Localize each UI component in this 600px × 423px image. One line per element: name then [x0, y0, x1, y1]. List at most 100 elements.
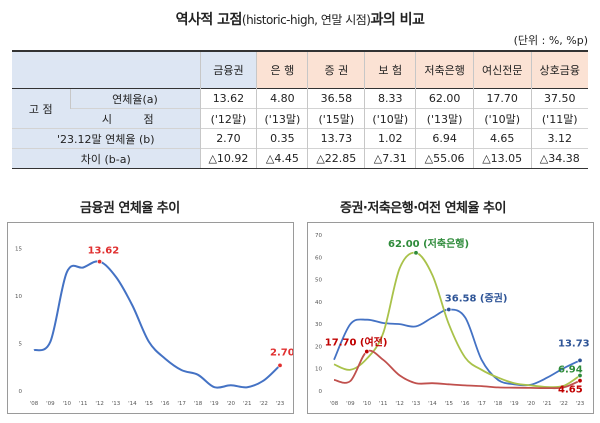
table-cell: 8.33 [364, 88, 416, 109]
x-tick-label: '12 [395, 401, 404, 407]
table-cell: ('15말) [307, 108, 365, 129]
table-cell: ('12말) [199, 108, 257, 129]
table-row: 고 점 연체율(a) 13.62 4.80 36.58 8.33 62.00 1… [12, 88, 588, 129]
data-label: 4.65 [558, 385, 583, 396]
data-point [577, 357, 583, 363]
data-point [277, 362, 283, 368]
title-sub: (historic-high, 연말 시점) [241, 13, 371, 27]
x-tick-label: '20 [527, 401, 536, 407]
row-label: 차이 (b-a) [12, 148, 200, 169]
data-point [446, 306, 452, 312]
x-tick-label: '18 [494, 401, 503, 407]
x-tick-label: '16 [461, 401, 470, 407]
data-label: 62.00 (저축은행) [388, 237, 469, 250]
x-tick-label: '22 [259, 401, 268, 407]
table-cell: 62.00 [415, 88, 474, 109]
x-tick-label: '14 [428, 401, 437, 407]
table-cell: 4.65 [472, 128, 531, 149]
right-chart-panel: 0 10 20 30 40 50 60 70 '08 '09 '10 '11 '12 '13 '14 '15 '… [307, 222, 594, 414]
series-line [333, 251, 581, 389]
x-tick-label: '13 [112, 401, 121, 407]
x-tick-label: '15 [445, 401, 454, 407]
table-cell: ('10말) [364, 108, 416, 129]
col-header: 여신전문 [472, 50, 531, 89]
x-tick-label: '17 [477, 401, 486, 407]
y-tick-label: 70 [315, 233, 322, 239]
x-tick-label: '19 [210, 401, 219, 407]
col-header: 상호금융 [530, 50, 588, 89]
y-tick-label: 10 [315, 367, 322, 373]
x-tick-label: '21 [243, 401, 252, 407]
table-cell: △7.31 [364, 148, 416, 169]
table-cell: 36.58 [307, 88, 365, 109]
data-point [577, 373, 583, 379]
x-tick-label: '14 [128, 401, 137, 407]
data-label: 13.73 [558, 338, 590, 349]
table-cell: ('13말) [256, 108, 308, 129]
col-header: 보 험 [364, 50, 416, 89]
table-cell: 0.35 [256, 128, 308, 149]
left-chart-title: 금융권 연체율 추이 [80, 201, 180, 216]
data-label: 17.70 (여전) [325, 336, 388, 349]
data-point [364, 349, 370, 355]
data-label: 2.70 [270, 347, 293, 358]
y-tick-label: 20 [315, 344, 322, 350]
x-tick-label: '19 [510, 401, 519, 407]
x-tick-label: '10 [363, 401, 372, 407]
col-header: 증 권 [307, 50, 365, 89]
title-tail: 과의 비교 [370, 12, 425, 28]
y-tick-label: 30 [315, 322, 322, 328]
table-cell: 4.80 [256, 88, 308, 109]
left-line-chart: 0 5 10 15 '08 '09 '10 '11 '12 '13 '14 '15 '16 '17 '18 '… [15, 246, 295, 407]
x-tick-label: '17 [177, 401, 186, 407]
table-cell: ('11말) [530, 108, 588, 129]
data-point [577, 378, 583, 384]
table-cell: △22.85 [307, 148, 365, 169]
x-tick-label: '12 [95, 401, 104, 407]
x-tick-label: '09 [346, 401, 355, 407]
series-line [333, 349, 581, 390]
table-row: 차이 (b-a) △10.92 △4.45 △22.85 △7.31 △55.0… [12, 148, 588, 169]
data-label: 6.94 [558, 365, 583, 376]
y-tick-label: 5 [19, 342, 23, 348]
table-header-row: 금융권 은 행 증 권 보 험 저축은행 여신전문 상호금융 [12, 50, 588, 89]
x-tick-label: '15 [145, 401, 154, 407]
x-tick-label: '21 [543, 401, 552, 407]
table-cell: △10.92 [199, 148, 257, 169]
table-row: '23.12말 연체율 (b) 2.70 0.35 13.73 1.02 6.9… [12, 128, 588, 149]
table-cell: △55.06 [415, 148, 474, 169]
row-label: 연체율(a) [69, 88, 200, 109]
row-label: '23.12말 연체율 (b) [12, 128, 200, 149]
table-cell: ('13말) [415, 108, 474, 129]
x-tick-label: '18 [194, 401, 203, 407]
data-label: 36.58 (증권) [445, 292, 508, 304]
series-line [333, 308, 581, 387]
row-label: 시 점 [70, 108, 200, 129]
x-tick-label: '22 [559, 401, 568, 407]
x-tick-label: '08 [30, 401, 39, 407]
table-cell: 37.50 [530, 88, 588, 109]
y-tick-label: 0 [19, 389, 23, 395]
y-tick-label: 50 [315, 278, 322, 284]
series-line [33, 260, 281, 389]
y-tick-label: 60 [315, 255, 322, 261]
x-tick-label: '13 [412, 401, 421, 407]
x-tick-label: '20 [227, 401, 236, 407]
x-tick-label: '11 [79, 401, 88, 407]
data-point [97, 259, 103, 265]
y-tick-label: 15 [15, 247, 22, 253]
x-tick-label: '10 [63, 401, 72, 407]
table-cell: 13.62 [199, 88, 257, 109]
table-cell: △4.45 [256, 148, 308, 169]
table-cell: ('10말) [472, 108, 531, 129]
unit-label: (단위 : %, %p) [513, 34, 588, 47]
x-tick-label: '11 [379, 401, 388, 407]
col-header: 금융권 [199, 50, 257, 89]
table-cell: 17.70 [472, 88, 531, 109]
comparison-table: 금융권 은 행 증 권 보 험 저축은행 여신전문 상호금융 고 점 연체율(a… [12, 50, 588, 169]
table-row: 시 점 ('12말) ('13말) ('15말) ('10말) ('13말) (… [12, 108, 588, 129]
data-point [413, 250, 419, 256]
table-cell: 1.02 [364, 128, 416, 149]
y-tick-label: 10 [15, 294, 22, 300]
table-cell: 6.94 [415, 128, 474, 149]
